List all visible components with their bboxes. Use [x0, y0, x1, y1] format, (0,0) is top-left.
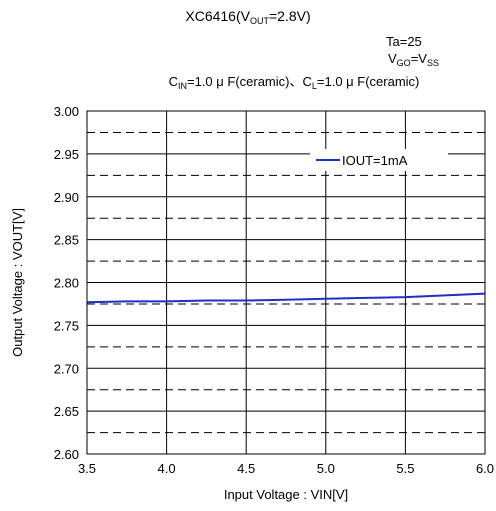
y-tick-label: 2.85 [54, 233, 79, 248]
y-tick-label: 2.95 [54, 147, 79, 162]
condition-ta: Ta=25 [386, 34, 422, 49]
x-tick-label: 4.0 [158, 461, 176, 476]
legend-label: IOUT=1mA [342, 153, 408, 168]
y-axis-label: Output Voltage : VOUT[V] [10, 208, 25, 357]
series-layer [86, 292, 486, 304]
legend-background [310, 149, 448, 171]
x-tick-label: 4.5 [237, 461, 255, 476]
series-line-iout-1ma [86, 292, 486, 304]
x-tick-label: 6.0 [476, 461, 494, 476]
condition-vgo: VGO=VSS [388, 51, 439, 68]
y-tick-label: 3.00 [54, 104, 79, 119]
y-tick-label: 2.90 [54, 190, 79, 205]
x-tick-label: 5.5 [396, 461, 414, 476]
y-tick-label: 2.60 [54, 447, 79, 462]
tick-label-layer: 2.60 2.65 2.70 2.75 2.80 2.85 2.90 2.95 3.00 3.5 4… [54, 104, 494, 476]
x-tick-label: 5.0 [317, 461, 335, 476]
x-axis-label: Input Voltage : VIN[V] [224, 487, 348, 502]
y-tick-label: 2.75 [54, 318, 79, 333]
y-tick-label: 2.70 [54, 361, 79, 376]
y-tick-label: 2.80 [54, 276, 79, 291]
x-tick-label: 3.5 [78, 461, 96, 476]
legend: IOUT=1mA [310, 149, 448, 171]
plot-frame [86, 110, 486, 455]
condition-capacitors: CIN=1.0 μ F(ceramic)、CL=1.0 μ F(ceramic) [168, 74, 420, 91]
chart-title: XC6416(VOUT=2.8V) [185, 8, 311, 26]
y-tick-label: 2.65 [54, 404, 79, 419]
